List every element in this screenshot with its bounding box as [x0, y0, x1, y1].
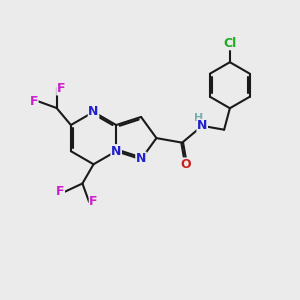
- Text: F: F: [29, 95, 38, 108]
- Text: Cl: Cl: [223, 37, 236, 50]
- Text: N: N: [88, 106, 99, 118]
- Text: N: N: [197, 119, 207, 132]
- Text: F: F: [56, 185, 64, 198]
- Text: F: F: [57, 82, 65, 95]
- Text: N: N: [136, 152, 146, 165]
- Text: O: O: [181, 158, 191, 171]
- Text: H: H: [194, 112, 203, 122]
- Text: N: N: [111, 145, 122, 158]
- Text: F: F: [89, 196, 98, 208]
